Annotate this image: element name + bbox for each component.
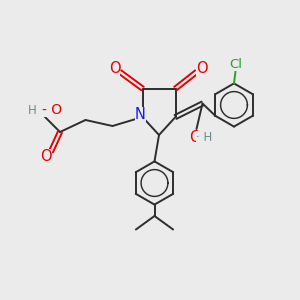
- Text: - O: - O: [42, 103, 62, 117]
- Text: O: O: [196, 61, 208, 76]
- Text: O: O: [40, 149, 51, 164]
- Text: H: H: [28, 103, 37, 117]
- Text: Cl: Cl: [229, 58, 242, 71]
- Text: · H: · H: [196, 131, 212, 144]
- Text: O: O: [189, 130, 201, 145]
- Text: O: O: [109, 61, 120, 76]
- Text: N: N: [135, 107, 146, 122]
